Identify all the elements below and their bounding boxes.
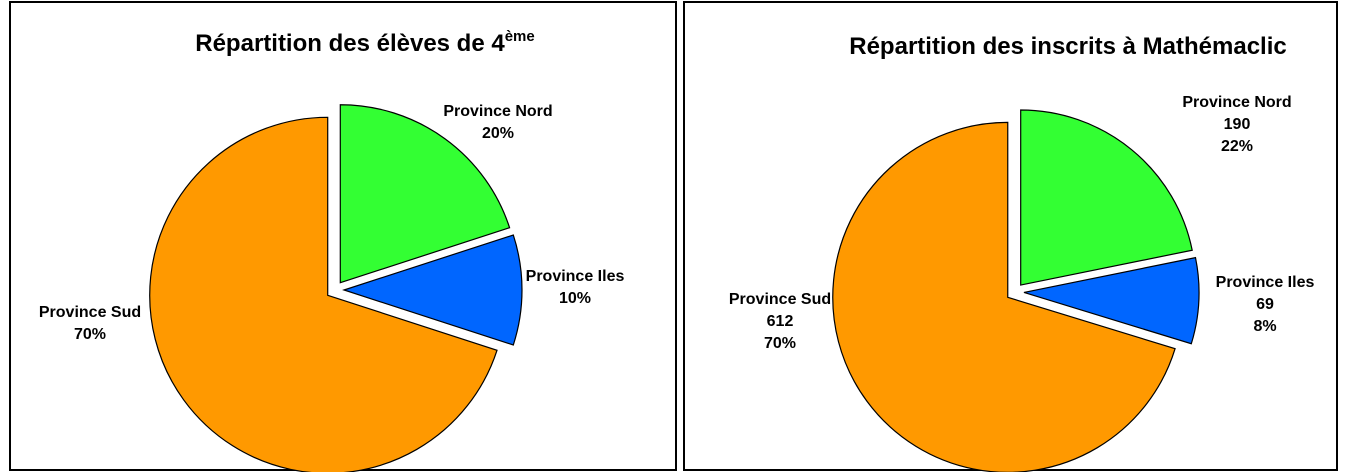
pie-slice: [342, 234, 523, 346]
percent-label: 8%: [1253, 318, 1276, 335]
value-label: 70%: [74, 326, 106, 343]
value-label: 20%: [482, 125, 514, 142]
slice-label: Province Sud: [39, 304, 141, 321]
value-label: 69: [1256, 296, 1274, 313]
slice-label: Province Iles: [526, 268, 625, 285]
pie-slice: [149, 116, 498, 472]
slice-label: Province Iles: [1216, 274, 1315, 291]
slice-label: Province Sud: [729, 291, 831, 308]
slice-label: Province Nord: [443, 103, 552, 120]
chart-title: Répartition des élèves de 4ème: [195, 28, 535, 57]
percent-label: 22%: [1221, 138, 1253, 155]
title-superscript: ème: [505, 28, 535, 45]
pie-slice: [339, 104, 511, 284]
pie-slice: [1023, 256, 1200, 345]
value-label: 190: [1224, 116, 1251, 133]
pie-slice: [1020, 109, 1193, 286]
percent-label: 70%: [764, 335, 796, 352]
chart-title: Répartition des inscrits à Mathémaclic: [849, 33, 1286, 60]
title-text: Répartition des inscrits à Mathémaclic: [849, 33, 1286, 60]
title-text: Répartition des élèves de 4: [195, 30, 505, 57]
value-label: 612: [767, 313, 794, 330]
slice-label: Province Nord: [1182, 94, 1291, 111]
pie-slice: [832, 121, 1176, 472]
value-label: 10%: [559, 290, 591, 307]
